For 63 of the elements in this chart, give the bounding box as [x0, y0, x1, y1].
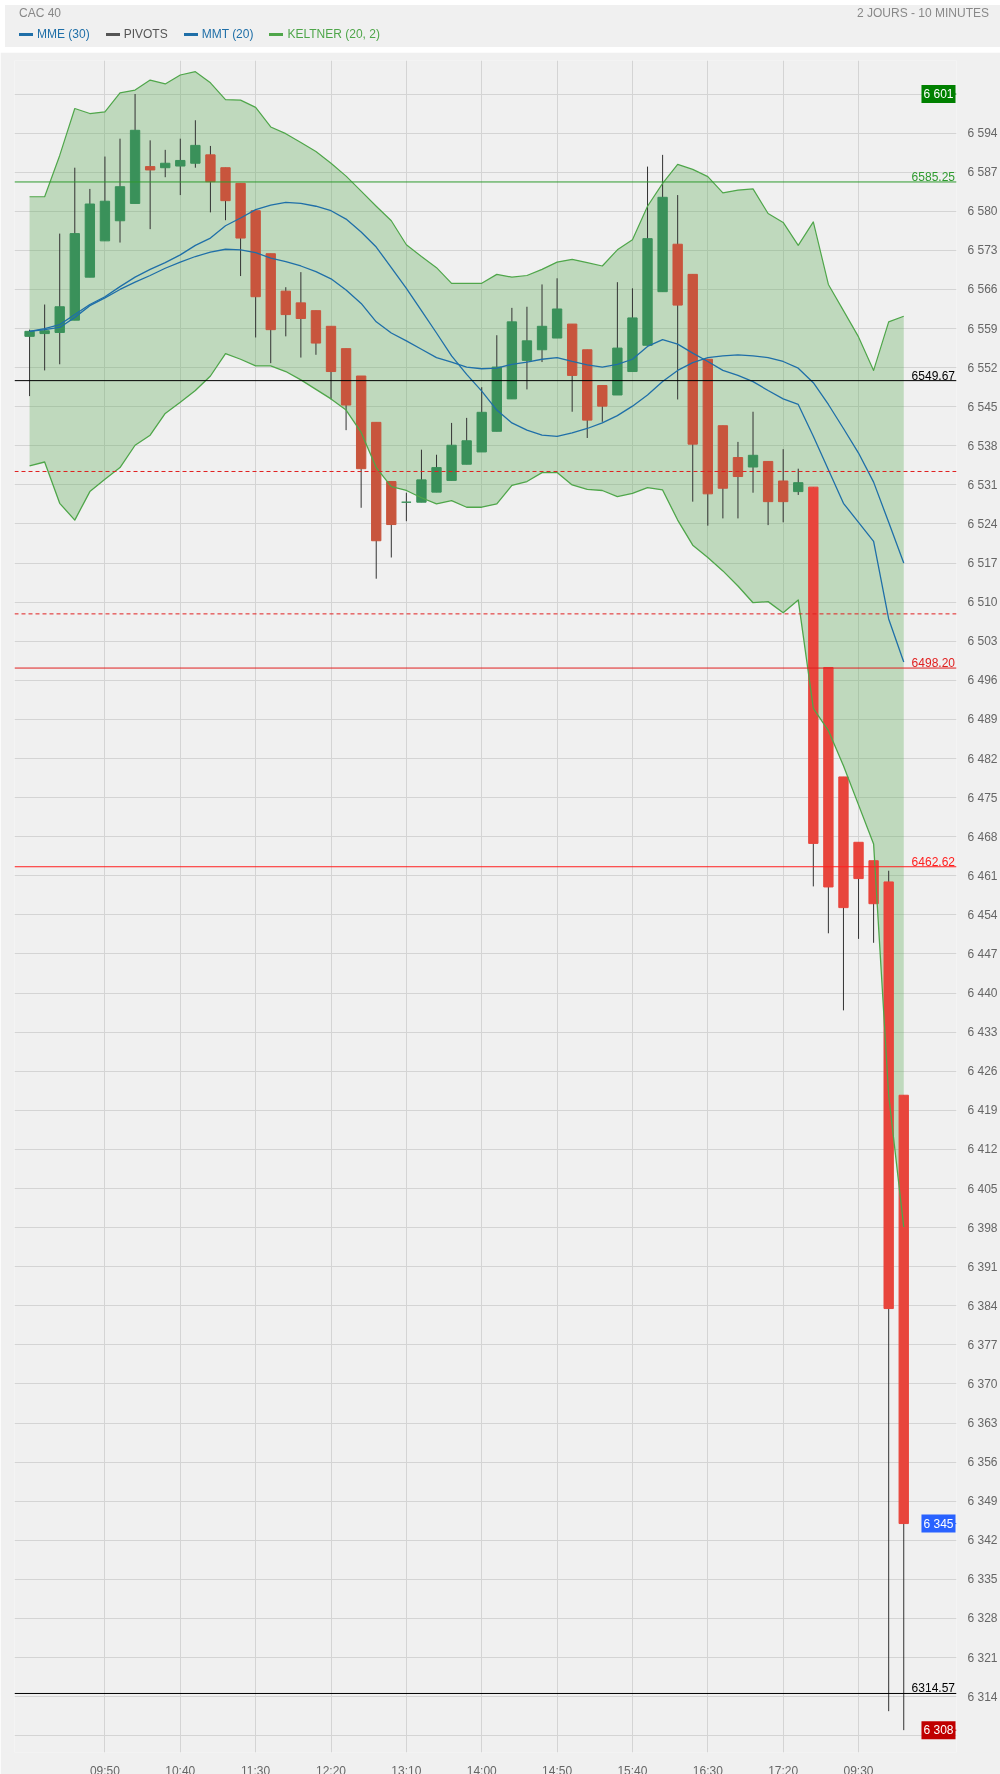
y-tick-label: 6 440 [967, 986, 998, 1001]
y-tick-label: 6 433 [967, 1025, 998, 1040]
y-tick-label: 6 398 [967, 1220, 998, 1235]
ref-line-label: 6498.20 [911, 656, 956, 671]
y-tick-label: 6 468 [967, 829, 998, 844]
x-tick-label: 11:30 [241, 1763, 271, 1774]
y-tick-label: 6 531 [967, 477, 998, 492]
y-tick-label: 6 566 [967, 282, 998, 297]
y-tick-label: 6 391 [967, 1259, 998, 1274]
y-tick-label: 6 405 [967, 1181, 998, 1196]
chart-subtitle: 2 JOURS - 10 MINUTES [856, 5, 989, 22]
y-tick-label: 6 496 [967, 673, 998, 688]
x-tick-label: 14:00 [466, 1763, 498, 1774]
y-tick-label: 6 594 [967, 126, 998, 141]
y-tick-label: 6 377 [967, 1337, 998, 1352]
y-tick-label: 6 475 [967, 790, 998, 805]
y-tick-label: 6 510 [967, 595, 998, 610]
y-tick-label: 6 412 [967, 1142, 998, 1157]
y-tick-label: 6 384 [967, 1298, 998, 1313]
y-tick-label: 6 559 [967, 321, 998, 336]
chart-title: CAC 40 [19, 5, 62, 22]
y-tick-label: 6 314 [967, 1689, 998, 1704]
y-tick-label: 6 349 [967, 1494, 998, 1509]
ref-line-label: 6314.57 [911, 1681, 956, 1696]
y-tick-label: 6 538 [967, 438, 998, 453]
legend-label: MME (30) [37, 27, 90, 41]
x-tick-label: 16:30 [692, 1763, 724, 1774]
x-tick-label: 10:40 [165, 1763, 196, 1774]
y-tick-label: 6 328 [967, 1611, 998, 1626]
y-tick-label: 6 524 [967, 516, 998, 531]
y-tick-label: 6 489 [967, 712, 998, 727]
x-tick-label: 13:10 [391, 1763, 422, 1774]
x-tick-label: 14:50 [542, 1763, 573, 1774]
ref-line-label: 6585.25 [911, 169, 956, 184]
y-tick-label: 6 517 [967, 556, 998, 571]
ref-line-label: 6549.67 [911, 368, 956, 383]
y-tick-label: 6 335 [967, 1572, 998, 1587]
y-tick-label: 6 552 [967, 360, 998, 375]
x-tick-label: 17:20 [768, 1763, 799, 1774]
text: PIVOTS [123, 27, 168, 41]
y-tick-label: 6 482 [967, 751, 998, 766]
ref-line-label: 6462.62 [911, 854, 956, 869]
legend-label: KELTNER (20, 2) [287, 27, 380, 41]
x-tick-label: 09:30 [843, 1763, 874, 1774]
y-tick-label: 6 426 [967, 1064, 998, 1079]
y-tick-label: 6 419 [967, 1103, 998, 1118]
y-tick-label: 6 447 [967, 946, 998, 961]
y-tick-label: 6 454 [967, 907, 998, 922]
y-tick-label: 6 587 [967, 165, 998, 180]
x-tick-label: 15:40 [617, 1763, 648, 1774]
y-tick-label: 6 580 [967, 204, 998, 219]
y-tick-label: 6 503 [967, 634, 998, 649]
y-tick-label: 6 545 [967, 399, 998, 414]
y-tick-label: 6 363 [967, 1416, 998, 1431]
y-tick-label: 6 573 [967, 243, 998, 258]
y-tick-label: 6 461 [967, 868, 998, 883]
y-tick-label: 6 321 [967, 1650, 998, 1665]
x-tick-label: 09:50 [89, 1763, 121, 1774]
y-tick-label: 6 370 [967, 1376, 998, 1391]
legend-label: MMT (20) [201, 27, 254, 41]
y-tick-label: 6 356 [967, 1455, 998, 1470]
y-tick-label: 6 342 [967, 1533, 998, 1548]
x-tick-label: 12:20 [316, 1763, 347, 1774]
